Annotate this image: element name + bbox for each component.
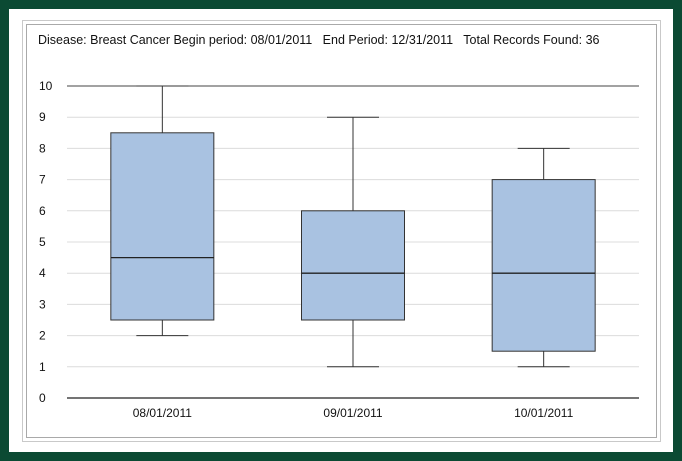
y-tick-label: 2: [39, 329, 46, 343]
chart-title: Disease: Breast Cancer Begin period: 08/…: [38, 33, 600, 47]
y-tick-label: 4: [39, 266, 46, 280]
y-tick-label: 7: [39, 173, 46, 187]
y-tick-label: 8: [39, 141, 46, 155]
x-tick-label: 10/01/2011: [514, 406, 573, 420]
chart-panel: Disease: Breast Cancer Begin period: 08/…: [22, 20, 661, 442]
chart-area: Disease: Breast Cancer Begin period: 08/…: [26, 24, 657, 438]
boxplot-chart: Disease: Breast Cancer Begin period: 08/…: [38, 33, 639, 420]
y-tick-label: 1: [39, 360, 46, 374]
page-frame: Disease: Breast Cancer Begin period: 08/…: [9, 9, 673, 452]
boxes: [110, 85, 596, 368]
y-tick-label: 3: [39, 297, 46, 311]
y-tick-label: 9: [39, 110, 46, 124]
box-2: [301, 116, 405, 368]
x-tick-label: 09/01/2011: [323, 406, 382, 420]
x-tick-label: 08/01/2011: [133, 406, 192, 420]
iqr-box: [301, 210, 405, 321]
y-tick-label: 6: [39, 204, 46, 218]
x-tick-labels: 08/01/2011 09/01/2011 10/01/2011: [133, 406, 574, 420]
y-tick-label: 0: [39, 391, 46, 405]
iqr-box: [491, 179, 596, 352]
box-3: [491, 147, 596, 368]
y-tick-label: 10: [39, 79, 53, 93]
box-1: [110, 85, 215, 337]
y-tick-label: 5: [39, 235, 46, 249]
y-tick-labels: 0 1 2 3 4 5 6 7 8 9 10: [39, 79, 53, 405]
iqr-box: [110, 132, 215, 321]
